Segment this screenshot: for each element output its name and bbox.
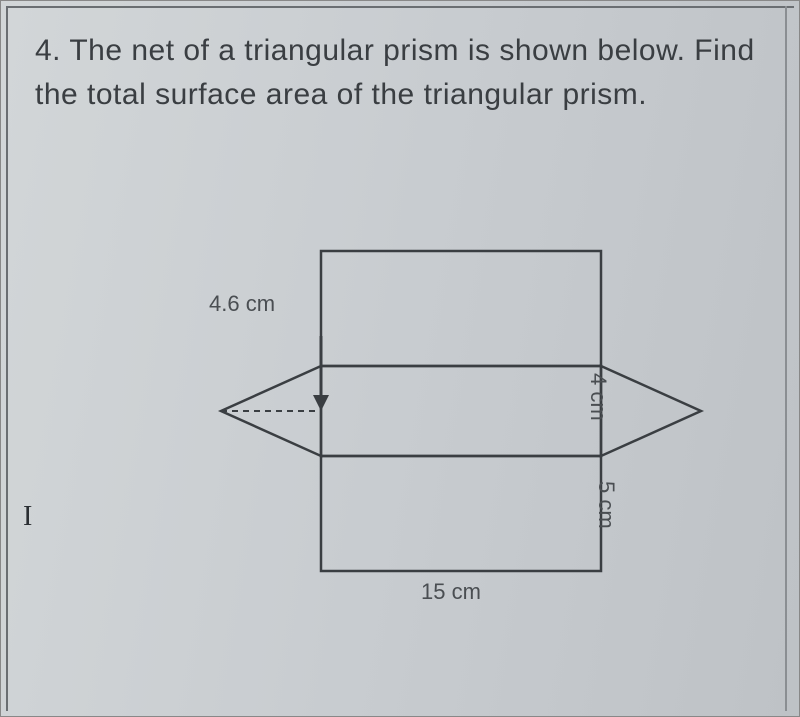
page-border-top bbox=[6, 6, 794, 8]
label-15cm: 15 cm bbox=[421, 579, 481, 605]
label-5cm: 5 cm bbox=[593, 481, 619, 529]
question-text: 4. The net of a triangular prism is show… bbox=[35, 29, 769, 116]
label-4cm: 4 cm bbox=[585, 373, 611, 421]
page-border-left bbox=[6, 6, 8, 711]
right-triangle bbox=[601, 366, 701, 456]
label-4-6cm: 4.6 cm bbox=[209, 291, 275, 317]
top-rect bbox=[321, 251, 601, 366]
prism-net-diagram: 4.6 cm 4 cm 5 cm 15 cm bbox=[181, 231, 741, 631]
text-cursor[interactable]: I bbox=[23, 501, 32, 533]
question-body: The net of a triangular prism is shown b… bbox=[35, 34, 755, 111]
question-number: 4. bbox=[35, 34, 61, 67]
page-border-right bbox=[785, 6, 787, 711]
arrow-head bbox=[313, 395, 329, 411]
mid-rect bbox=[321, 366, 601, 456]
bot-rect bbox=[321, 456, 601, 571]
worksheet-page: 4. The net of a triangular prism is show… bbox=[0, 0, 800, 717]
